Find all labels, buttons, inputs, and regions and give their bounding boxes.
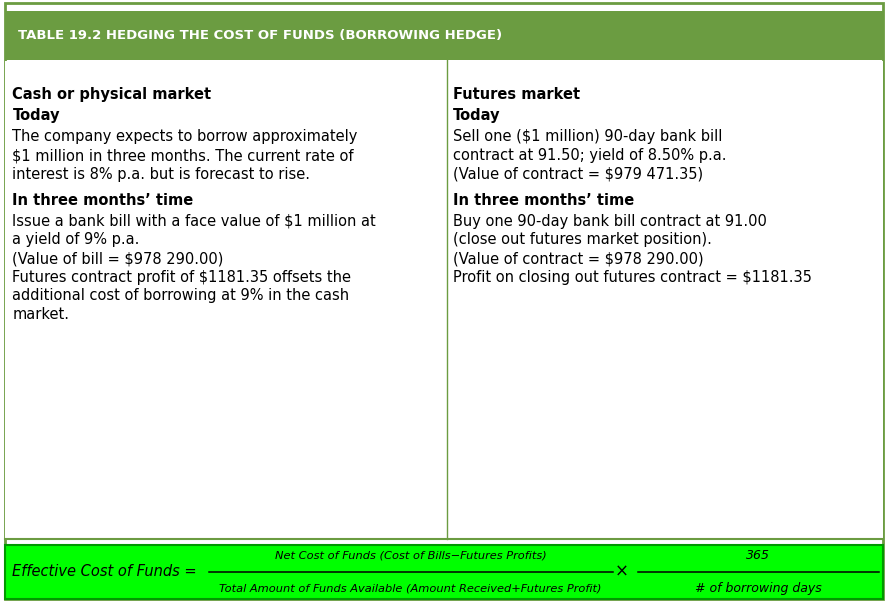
- Text: Sell one ($1 million) 90-day bank bill: Sell one ($1 million) 90-day bank bill: [453, 129, 722, 144]
- Text: a yield of 9% p.a.: a yield of 9% p.a.: [12, 232, 139, 247]
- Text: Futures market: Futures market: [453, 87, 580, 102]
- Text: (close out futures market position).: (close out futures market position).: [453, 232, 712, 247]
- Text: (Value of contract = $978 290.00): (Value of contract = $978 290.00): [453, 251, 703, 266]
- Text: # of borrowing days: # of borrowing days: [695, 582, 821, 595]
- Text: $1 million in three months. The current rate of: $1 million in three months. The current …: [12, 148, 354, 163]
- FancyBboxPatch shape: [5, 545, 883, 599]
- Text: contract at 91.50; yield of 8.50% p.a.: contract at 91.50; yield of 8.50% p.a.: [453, 148, 726, 163]
- Text: Today: Today: [12, 108, 59, 123]
- Text: interest is 8% p.a. but is forecast to rise.: interest is 8% p.a. but is forecast to r…: [12, 167, 311, 182]
- Text: (Value of bill = $978 290.00): (Value of bill = $978 290.00): [12, 251, 224, 266]
- Text: In three months’ time: In three months’ time: [12, 193, 194, 208]
- Text: market.: market.: [12, 307, 69, 322]
- FancyBboxPatch shape: [5, 61, 883, 539]
- Text: Cash or physical market: Cash or physical market: [12, 87, 211, 102]
- Text: additional cost of borrowing at 9% in the cash: additional cost of borrowing at 9% in th…: [12, 288, 350, 303]
- Text: Total Amount of Funds Available (Amount Received+Futures Profit): Total Amount of Funds Available (Amount …: [219, 584, 602, 594]
- Text: Buy one 90-day bank bill contract at 91.00: Buy one 90-day bank bill contract at 91.…: [453, 214, 766, 229]
- Text: Futures contract profit of $1181.35 offsets the: Futures contract profit of $1181.35 offs…: [12, 270, 352, 285]
- Text: (Value of contract = $979 471.35): (Value of contract = $979 471.35): [453, 167, 703, 182]
- Text: Today: Today: [453, 108, 500, 123]
- Text: Issue a bank bill with a face value of $1 million at: Issue a bank bill with a face value of $…: [12, 214, 377, 229]
- FancyBboxPatch shape: [5, 11, 883, 60]
- Text: Profit on closing out futures contract = $1181.35: Profit on closing out futures contract =…: [453, 270, 812, 285]
- Text: ×: ×: [614, 563, 629, 581]
- Text: TABLE 19.2 HEDGING THE COST OF FUNDS (BORROWING HEDGE): TABLE 19.2 HEDGING THE COST OF FUNDS (BO…: [18, 29, 502, 42]
- Text: Net Cost of Funds (Cost of Bills−Futures Profits): Net Cost of Funds (Cost of Bills−Futures…: [274, 550, 547, 560]
- Text: The company expects to borrow approximately: The company expects to borrow approximat…: [12, 129, 358, 144]
- Text: Effective Cost of Funds =: Effective Cost of Funds =: [12, 565, 196, 579]
- Text: In three months’ time: In three months’ time: [453, 193, 634, 208]
- Text: 365: 365: [746, 548, 771, 562]
